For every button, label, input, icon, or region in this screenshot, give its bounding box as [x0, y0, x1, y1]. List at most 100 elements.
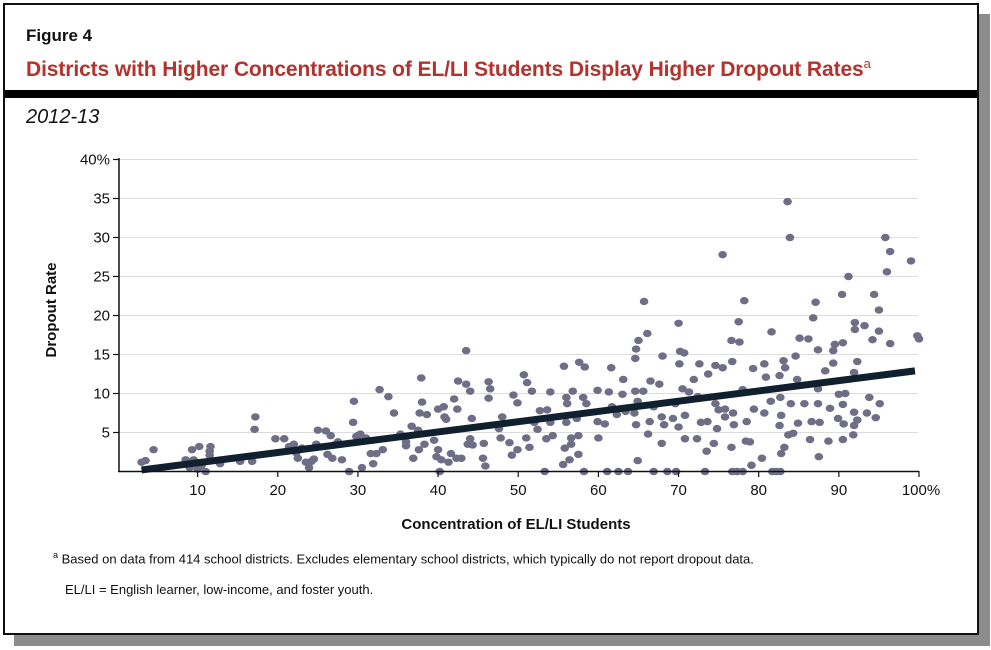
data-point [437, 456, 446, 464]
data-point [593, 417, 602, 426]
data-point [639, 297, 649, 306]
y-tick-label: 25 [93, 269, 110, 286]
data-point [838, 435, 848, 444]
data-point [271, 435, 280, 443]
data-point [558, 460, 568, 469]
data-point [786, 399, 796, 408]
data-point [885, 339, 895, 348]
data-point [642, 329, 652, 338]
data-point [848, 431, 858, 439]
data-point [548, 431, 558, 440]
data-point [478, 454, 488, 462]
data-point [849, 408, 859, 416]
data-point [546, 388, 555, 396]
data-point [727, 443, 736, 452]
data-point [582, 399, 591, 408]
x-tick-label: 30 [350, 482, 367, 499]
data-point [742, 417, 751, 426]
data-point [838, 400, 848, 409]
y-tick-label: 35 [93, 191, 110, 208]
data-point [594, 434, 603, 442]
data-point [578, 393, 588, 402]
data-point [757, 454, 767, 462]
x-tick-label: 90 [831, 482, 848, 499]
data-point [760, 409, 769, 417]
data-point [675, 360, 684, 368]
data-point [496, 434, 505, 442]
data-point [646, 377, 655, 385]
data-point [141, 456, 150, 465]
y-tick-label: 20 [93, 308, 110, 325]
data-point [485, 385, 495, 393]
data-point [868, 335, 877, 344]
data-point [562, 418, 571, 427]
data-point [634, 336, 643, 345]
data-point [679, 349, 689, 357]
data-point [630, 409, 639, 417]
data-point [348, 418, 358, 427]
data-point [465, 435, 475, 443]
data-point [630, 354, 640, 363]
data-point [372, 449, 381, 458]
data-point [852, 357, 862, 366]
data-point [604, 388, 614, 396]
data-point [566, 434, 576, 442]
data-point [484, 394, 493, 402]
data-point [720, 413, 730, 421]
y-tick-label: 10 [93, 386, 110, 403]
data-point [788, 429, 798, 437]
x-tick-label: 40 [430, 482, 447, 499]
data-point [828, 346, 838, 355]
data-point [453, 405, 462, 413]
data-point [574, 450, 583, 459]
data-point [776, 393, 785, 402]
data-point [593, 386, 602, 395]
data-point [535, 406, 545, 415]
data-point [457, 454, 466, 462]
data-point [631, 345, 641, 353]
data-point [711, 361, 720, 370]
data-point [811, 298, 820, 306]
y-axis-title: Dropout Rate [43, 263, 60, 358]
data-point [703, 417, 712, 426]
footnote-a-text: Based on data from 414 school districts.… [61, 551, 754, 567]
x-tick-label: 80 [750, 482, 767, 499]
data-point [568, 387, 578, 395]
data-point [542, 435, 551, 443]
data-point [808, 314, 818, 322]
data-point [559, 362, 569, 370]
data-point [525, 443, 534, 452]
data-point [791, 352, 800, 360]
data-point [729, 421, 739, 429]
data-point [882, 268, 892, 276]
data-point [795, 334, 804, 342]
data-point [783, 197, 792, 206]
data-point [849, 421, 859, 430]
data-point [727, 357, 737, 366]
data-point [720, 405, 730, 413]
data-point [718, 364, 727, 372]
data-point [205, 447, 214, 455]
data-point [767, 328, 776, 336]
data-point [804, 335, 813, 343]
data-point [813, 346, 823, 354]
data-point [337, 456, 347, 464]
data-point [657, 413, 667, 421]
data-point [734, 318, 743, 326]
data-point [465, 387, 475, 395]
data-point [761, 373, 771, 381]
data-point [414, 445, 424, 454]
data-point [881, 233, 890, 242]
data-point [326, 431, 335, 440]
data-point [747, 461, 756, 469]
data-point [521, 434, 531, 442]
data-point [293, 454, 303, 462]
data-point [433, 445, 443, 454]
data-point [600, 420, 610, 428]
data-point [461, 380, 471, 388]
data-point [401, 442, 411, 450]
data-point [807, 417, 816, 426]
data-point [839, 420, 848, 428]
data-point [658, 352, 667, 360]
data-point [728, 409, 738, 417]
